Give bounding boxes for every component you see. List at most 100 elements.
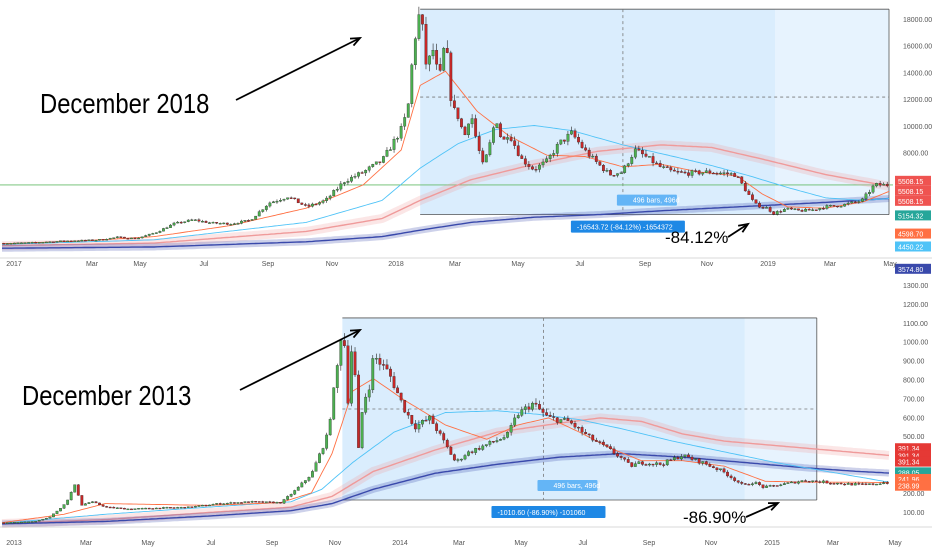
candle-body — [591, 434, 595, 441]
price-tag-label: 5154.32 — [898, 213, 923, 220]
candle-body — [853, 483, 857, 486]
candle-body — [55, 510, 59, 514]
candle-body — [48, 516, 52, 519]
candle-body — [119, 507, 123, 509]
candle-body — [126, 508, 130, 511]
candle-body — [711, 172, 715, 175]
candle-body — [332, 387, 336, 420]
candle-body — [303, 480, 307, 484]
x-tick-label: Jul — [200, 261, 209, 268]
candle-body — [389, 368, 392, 377]
price-tag-label: 5508.15 — [898, 199, 923, 206]
price-tag-label: 241.96 — [898, 477, 920, 484]
candle-body — [449, 446, 453, 455]
candle-body — [378, 358, 382, 365]
candle-body — [154, 507, 158, 510]
candle-body — [27, 521, 31, 523]
candle-body — [743, 483, 747, 485]
candle-body — [339, 340, 343, 366]
candle-body — [307, 477, 311, 481]
candle-body — [158, 507, 162, 510]
candle-body — [850, 483, 854, 486]
candle-body — [860, 483, 864, 485]
candle-body — [651, 463, 655, 466]
x-tick-label: Sep — [266, 540, 279, 547]
x-tick-label: Nov — [326, 261, 339, 268]
candle-body — [637, 461, 641, 464]
candle-body — [868, 192, 871, 195]
candle-body — [119, 236, 123, 238]
x-tick-label: Sep — [262, 261, 275, 268]
candle-body — [669, 167, 673, 171]
y-tick-label: 1200.00 — [903, 302, 928, 309]
candle-body — [499, 439, 502, 441]
candle-body — [683, 171, 687, 174]
price-tag-label: 391.34 — [898, 460, 920, 467]
price-tag-bg — [895, 228, 931, 239]
candle-body — [658, 462, 662, 465]
candle-body — [318, 453, 321, 463]
candle-body — [704, 170, 708, 173]
candle-body — [123, 507, 126, 510]
measure-change-label: -1010.60 (-86.90%) -101060 — [497, 510, 585, 517]
candle-body — [410, 415, 414, 424]
candle-body — [690, 170, 694, 176]
candle-body — [44, 241, 48, 244]
candle-body — [545, 158, 549, 163]
candle-body — [662, 464, 666, 466]
candle-body — [779, 484, 783, 487]
candle-body — [154, 232, 158, 234]
candle-body — [130, 508, 133, 511]
price-tag-bg — [895, 185, 931, 196]
x-tick-label: 2017 — [6, 261, 22, 268]
price-tag-bg — [895, 195, 931, 206]
candle-body — [573, 423, 577, 428]
candle-body — [875, 483, 878, 486]
candle-body — [311, 203, 314, 207]
candle-body — [48, 241, 52, 243]
x-tick-label: Mar — [86, 261, 99, 268]
candle-body — [694, 170, 698, 172]
candle-body — [701, 172, 705, 175]
price-tag-bg — [895, 456, 931, 467]
price-tag-bg — [895, 210, 931, 221]
candle-body — [264, 501, 268, 503]
candle-body — [27, 242, 31, 244]
candle-body — [740, 176, 744, 184]
candle-body — [396, 387, 399, 394]
price-tag-label: 391.34 — [898, 446, 920, 453]
candle-body — [790, 207, 793, 210]
candle-body — [442, 433, 446, 441]
candle-body — [13, 522, 16, 524]
candle-body — [715, 173, 719, 175]
y-tick-label: 8000.00 — [903, 151, 928, 158]
candle-body — [488, 142, 492, 155]
candle-body — [577, 426, 580, 429]
candle-body — [726, 172, 729, 175]
candle-body — [69, 492, 73, 501]
candle-body — [790, 481, 793, 484]
candle-body — [743, 183, 747, 192]
candle-body — [37, 520, 41, 522]
candle-body — [846, 202, 850, 205]
candle-body — [417, 14, 421, 39]
candle-body — [385, 149, 389, 157]
drawdown-label-2018: -84.12% — [665, 228, 729, 247]
candle-body — [619, 456, 623, 458]
candle-body — [289, 197, 293, 199]
candle-body — [821, 480, 825, 483]
candle-body — [5, 522, 9, 524]
candle-body — [389, 149, 392, 151]
candle-body — [836, 205, 839, 208]
candle-body — [800, 480, 804, 482]
candle-body — [843, 203, 847, 207]
candle-body — [882, 482, 886, 485]
candle-body — [470, 451, 474, 453]
x-tick-label: Sep — [643, 540, 656, 547]
candle-body — [272, 201, 275, 204]
candle-body — [396, 137, 399, 140]
candle-body — [559, 139, 563, 145]
candle-body — [293, 490, 297, 495]
candle-body — [172, 222, 176, 226]
